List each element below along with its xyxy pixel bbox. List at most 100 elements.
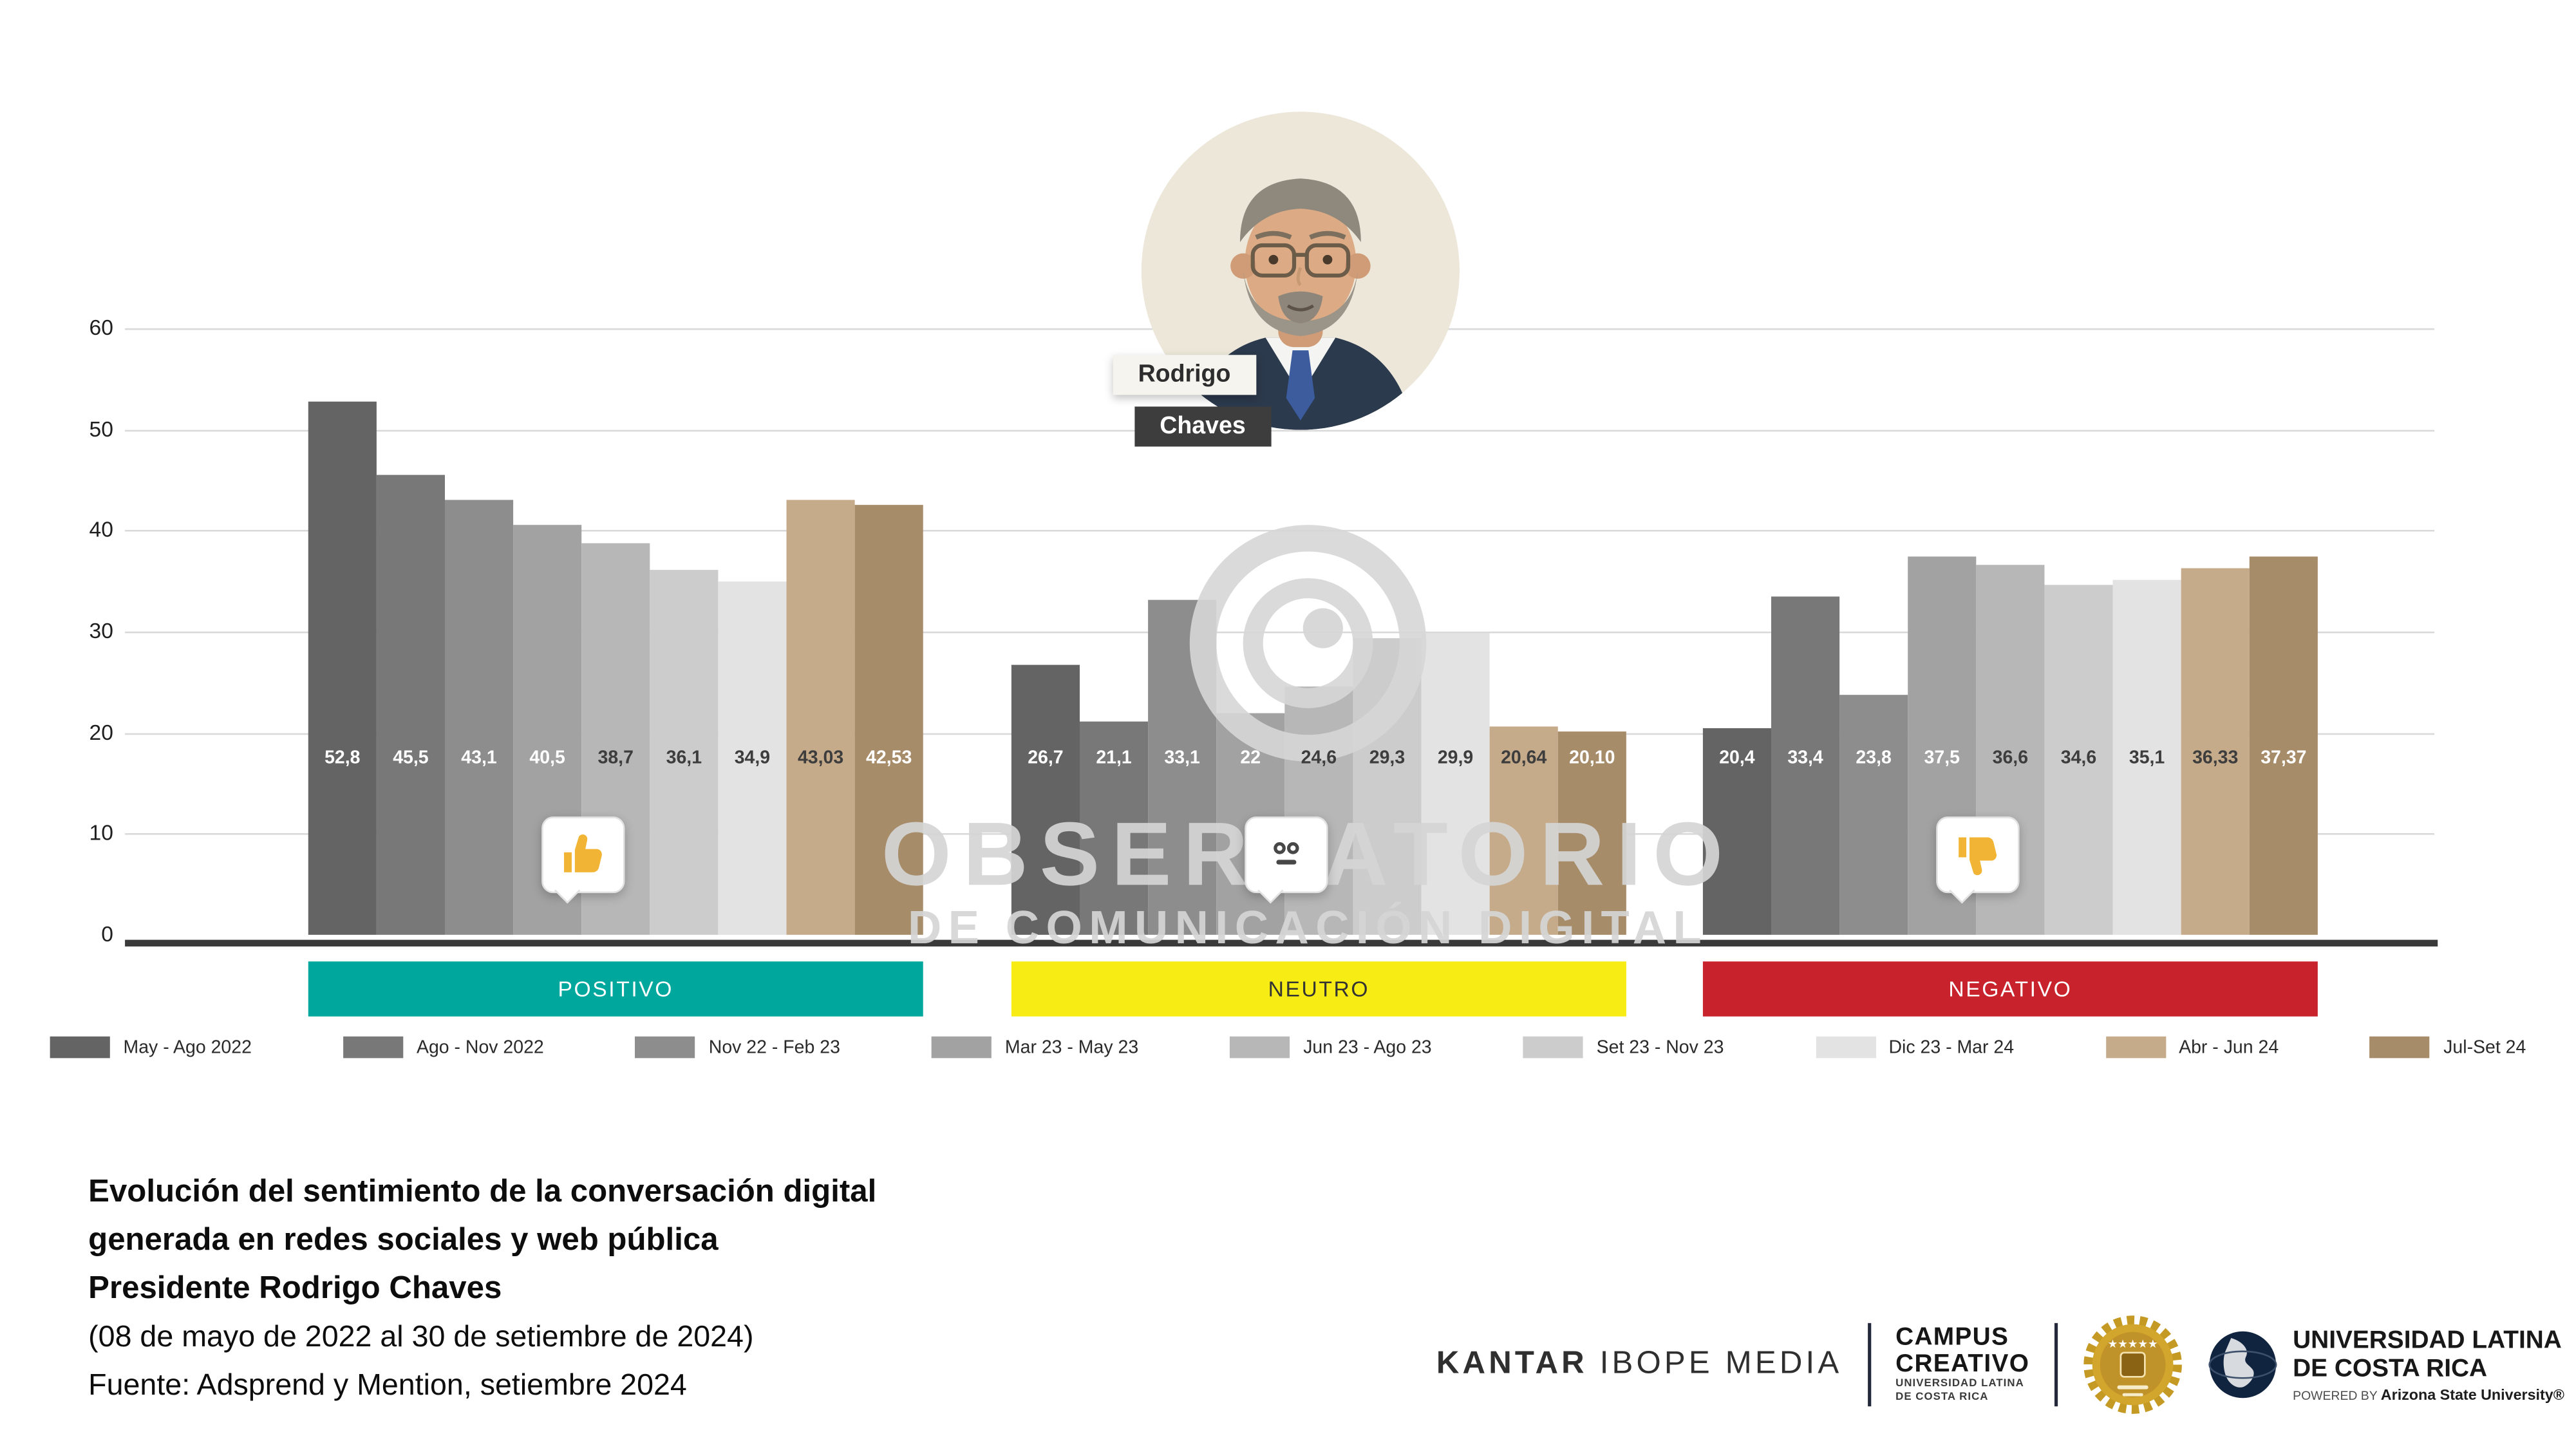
bar-value-label: 26,7: [1028, 748, 1064, 769]
bar-value-label: 34,9: [734, 748, 771, 769]
chart-caption: Evolución del sentimiento de la conversa…: [88, 1168, 876, 1409]
globe-icon: [2208, 1331, 2277, 1398]
bar-value-label: 20,4: [1719, 748, 1755, 769]
bar-value-label: 36,1: [666, 748, 702, 769]
powered-by-label: POWERED BY: [2293, 1388, 2378, 1404]
bar-value-label: 36,6: [1992, 748, 2029, 769]
kantar-wordmark: KANTAR: [1436, 1346, 1588, 1382]
neutral-face-icon: [1245, 816, 1328, 894]
campus-subline: UNIVERSIDAD LATINA: [1895, 1378, 2024, 1390]
legend-item: Dic 23 - Mar 24: [1815, 1036, 2015, 1059]
legend-label: Jul-Set 24: [2443, 1037, 2526, 1058]
person-first-name-tag: Rodrigo: [1113, 355, 1256, 395]
bar-value-label: 40,5: [529, 748, 565, 769]
bar-negativo-2: [1839, 694, 1908, 935]
legend-label: Ago - Nov 2022: [416, 1037, 544, 1058]
legend-swatch: [932, 1036, 992, 1059]
legend-item: May - Ago 2022: [50, 1036, 252, 1059]
bar-positivo-2: [444, 499, 514, 935]
campus-subline: DE COSTA RICA: [1895, 1391, 1989, 1404]
legend-swatch: [1815, 1036, 1876, 1059]
caption-title-line: generada en redes sociales y web pública: [88, 1223, 719, 1258]
legend-label: May - Ago 2022: [123, 1037, 252, 1058]
chart-legend: May - Ago 2022 Ago - Nov 2022 Nov 22 - Feb…: [50, 1036, 2526, 1059]
bar-positivo-0: [308, 400, 377, 935]
bar-positivo-7: [786, 500, 855, 935]
y-axis-tick-label: 60: [89, 315, 113, 340]
bar-value-label: 23,8: [1856, 748, 1892, 769]
bar-value-label: 29,9: [1437, 748, 1474, 769]
caption-title-line: Presidente Rodrigo Chaves: [88, 1271, 502, 1306]
legend-item: Abr - Jun 24: [2105, 1036, 2279, 1059]
bar-positivo-5: [650, 570, 719, 935]
group-band-neutro: NEUTRO: [1011, 961, 1626, 1017]
thumbs-up-icon: [541, 816, 625, 894]
caption-title-line: Evolución del sentimiento de la conversa…: [88, 1174, 877, 1210]
legend-item: Jul-Set 24: [2370, 1036, 2526, 1059]
gridline: [125, 429, 2435, 431]
divider: [2054, 1323, 2058, 1407]
caption-date-range: (08 de mayo de 2022 al 30 de setiembre d…: [88, 1319, 754, 1353]
legend-label: Set 23 - Nov 23: [1596, 1037, 1724, 1058]
legend-item: Set 23 - Nov 23: [1523, 1036, 1724, 1059]
bar-value-label: 43,1: [461, 748, 497, 769]
bar-value-label: 52,8: [324, 748, 361, 769]
legend-item: Mar 23 - May 23: [932, 1036, 1139, 1059]
bar-neutro-4: [1284, 686, 1353, 935]
bar-value-label: 20,10: [1569, 748, 1615, 769]
y-axis-tick-label: 0: [101, 921, 113, 946]
ibope-media-wordmark: IBOPE MEDIA: [1599, 1346, 1843, 1382]
latina-line: UNIVERSIDAD LATINA: [2293, 1326, 2562, 1355]
legend-item: Ago - Nov 2022: [343, 1036, 544, 1059]
bar-value-label: 33,4: [1787, 748, 1823, 769]
watermark-line2: DE COMUNICACIÓN DIGITAL: [907, 901, 1709, 954]
bar-positivo-1: [376, 475, 445, 935]
legend-label: Dic 23 - Mar 24: [1888, 1037, 2015, 1058]
legend-item: Nov 22 - Feb 23: [635, 1036, 840, 1059]
bar-negativo-5: [2044, 585, 2113, 935]
bar-neutro-7: [1489, 726, 1558, 935]
bar-value-label: 45,5: [393, 748, 429, 769]
legend-swatch: [343, 1036, 404, 1059]
caption-source: Fuente: Adsprend y Mention, setiembre 20…: [88, 1368, 687, 1402]
bar-value-label: 29,3: [1369, 748, 1406, 769]
bar-value-label: 33,1: [1164, 748, 1200, 769]
legend-label: Jun 23 - Ago 23: [1303, 1037, 1432, 1058]
logos-row: KANTAR IBOPE MEDIA CAMPUS CREATIVO UNIVE…: [1436, 1310, 2564, 1420]
bar-value-label: 36,33: [2192, 748, 2239, 769]
bar-neutro-8: [1557, 731, 1626, 935]
bar-negativo-8: [2249, 557, 2318, 935]
legend-swatch: [50, 1036, 110, 1059]
bar-value-label: 34,6: [2060, 748, 2097, 769]
bar-negativo-7: [2181, 567, 2250, 935]
thumbs-down-icon: [1936, 816, 2020, 894]
bar-positivo-8: [854, 505, 923, 935]
bar-value-label: 24,6: [1301, 748, 1337, 769]
kantar-ibope-media-logo: KANTAR IBOPE MEDIA: [1436, 1346, 1842, 1383]
legend-swatch: [2105, 1036, 2166, 1059]
y-axis-tick-label: 30: [89, 618, 113, 643]
bar-neutro-0: [1011, 664, 1080, 935]
bar-value-label: 37,37: [2261, 748, 2307, 769]
bar-value-label: 38,7: [597, 748, 634, 769]
legend-label: Mar 23 - May 23: [1004, 1037, 1139, 1058]
bar-negativo-6: [2112, 579, 2181, 935]
legend-item: Jun 23 - Ago 23: [1230, 1036, 1432, 1059]
y-axis-tick-label: 50: [89, 416, 113, 441]
award-badge: ★★★★★: [2083, 1315, 2182, 1414]
bar-value-label: 42,53: [866, 748, 912, 769]
legend-swatch: [1523, 1036, 1583, 1059]
bar-value-label: 35,1: [2129, 748, 2165, 769]
universidad-latina-logo: UNIVERSIDAD LATINA DE COSTA RICA POWERED…: [2208, 1326, 2564, 1403]
divider: [1867, 1323, 1871, 1407]
latina-line: DE COSTA RICA: [2293, 1355, 2488, 1384]
badge-stars: ★★★★★: [2108, 1337, 2158, 1350]
campus-creativo-logo: CAMPUS CREATIVO UNIVERSIDAD LATINA DE CO…: [1895, 1324, 2029, 1404]
group-band-positivo: POSITIVO: [308, 961, 923, 1017]
gridline: [125, 631, 2435, 634]
bar-neutro-1: [1080, 721, 1149, 935]
legend-swatch: [2370, 1036, 2430, 1059]
observatorio-eye-logo: [1189, 525, 1427, 762]
